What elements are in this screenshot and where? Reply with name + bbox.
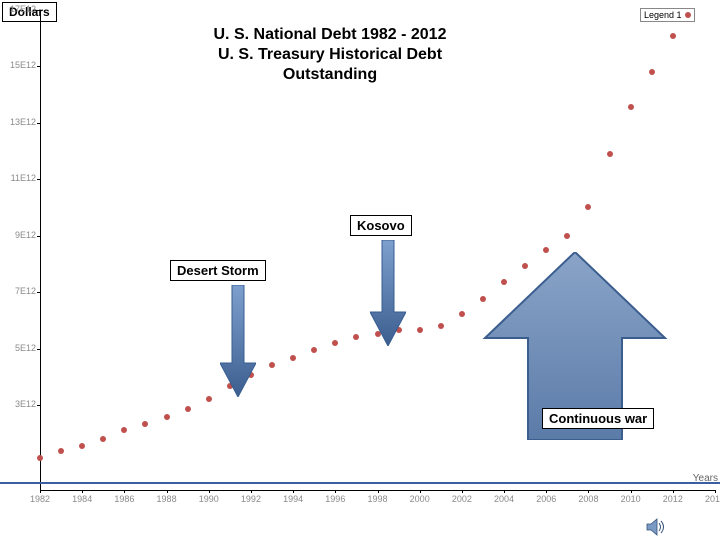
y-tick: 3E12 (2, 399, 36, 409)
x-tick: 1994 (279, 494, 307, 504)
x-tick: 1982 (26, 494, 54, 504)
x-tick-mark (209, 490, 210, 493)
annotation-desert-storm: Desert Storm (170, 260, 266, 281)
data-point (459, 311, 465, 317)
y-tick: 13E12 (2, 117, 36, 127)
data-point (58, 448, 64, 454)
data-point (142, 421, 148, 427)
arrow-kosovo (370, 240, 406, 346)
x-tick: 2000 (406, 494, 434, 504)
x-tick: 2006 (532, 494, 560, 504)
legend-marker (685, 12, 691, 18)
x-tick: 1990 (195, 494, 223, 504)
y-tick: 11E12 (2, 173, 36, 183)
x-tick-mark (167, 490, 168, 493)
x-tick: 2002 (448, 494, 476, 504)
data-point (670, 33, 676, 39)
y-tick-mark (37, 10, 40, 11)
y-axis-line (40, 10, 41, 490)
x-tick-mark (631, 490, 632, 493)
data-point (121, 427, 127, 433)
data-point (585, 204, 591, 210)
data-point (185, 406, 191, 412)
x-tick: 2008 (574, 494, 602, 504)
y-tick-mark (37, 292, 40, 293)
chart-legend: Legend 1 (640, 8, 695, 22)
y-tick-mark (37, 349, 40, 350)
legend-label: Legend 1 (644, 10, 682, 20)
data-point (79, 443, 85, 449)
annotation-kosovo: Kosovo (350, 215, 412, 236)
x-tick-mark (715, 490, 716, 493)
x-tick: 1998 (364, 494, 392, 504)
x-tick-mark (293, 490, 294, 493)
y-tick: 9E12 (2, 230, 36, 240)
x-tick-mark (588, 490, 589, 493)
x-tick-mark (335, 490, 336, 493)
x-tick-mark (40, 490, 41, 493)
data-point (100, 436, 106, 442)
data-point (164, 414, 170, 420)
data-point (269, 362, 275, 368)
x-tick-mark (462, 490, 463, 493)
x-tick: 1992 (237, 494, 265, 504)
data-point (649, 69, 655, 75)
chart-title-2: U. S. Treasury Historical Debt (150, 46, 510, 64)
x-tick: 2014 (701, 494, 720, 504)
data-point (417, 327, 423, 333)
x-tick-mark (673, 490, 674, 493)
baseline-bar (0, 482, 720, 484)
x-tick-mark (420, 490, 421, 493)
data-point (438, 323, 444, 329)
y-tick-mark (37, 179, 40, 180)
x-tick: 2010 (617, 494, 645, 504)
data-point (311, 347, 317, 353)
chart-title-3: Outstanding (150, 66, 510, 84)
x-tick: 1996 (321, 494, 349, 504)
data-point (628, 104, 634, 110)
x-tick-mark (82, 490, 83, 493)
x-tick-mark (251, 490, 252, 493)
x-tick-mark (504, 490, 505, 493)
arrow-desert-storm (220, 285, 256, 397)
data-point (332, 340, 338, 346)
y-tick-mark (37, 123, 40, 124)
x-tick: 1986 (110, 494, 138, 504)
y-tick-mark (37, 236, 40, 237)
y-tick-mark (37, 66, 40, 67)
y-tick-mark (37, 405, 40, 406)
y-tick: 7E12 (2, 286, 36, 296)
y-tick: 15E12 (2, 60, 36, 70)
data-point (290, 355, 296, 361)
y-tick: 5E12 (2, 343, 36, 353)
annotation-continuous-war: Continuous war (542, 408, 654, 429)
debt-chart: Dollars Years U. S. National Debt 1982 -… (0, 0, 720, 540)
data-point (564, 233, 570, 239)
y-tick: 17E12 (2, 4, 36, 14)
x-tick: 1988 (153, 494, 181, 504)
data-point (607, 151, 613, 157)
chart-title-1: U. S. National Debt 1982 - 2012 (150, 26, 510, 44)
x-tick-mark (546, 490, 547, 493)
data-point (37, 455, 43, 461)
x-tick: 2004 (490, 494, 518, 504)
x-tick-mark (124, 490, 125, 493)
speaker-icon (646, 518, 668, 536)
data-point (206, 396, 212, 402)
data-point (353, 334, 359, 340)
x-tick: 1984 (68, 494, 96, 504)
x-tick-mark (378, 490, 379, 493)
x-tick: 2012 (659, 494, 687, 504)
